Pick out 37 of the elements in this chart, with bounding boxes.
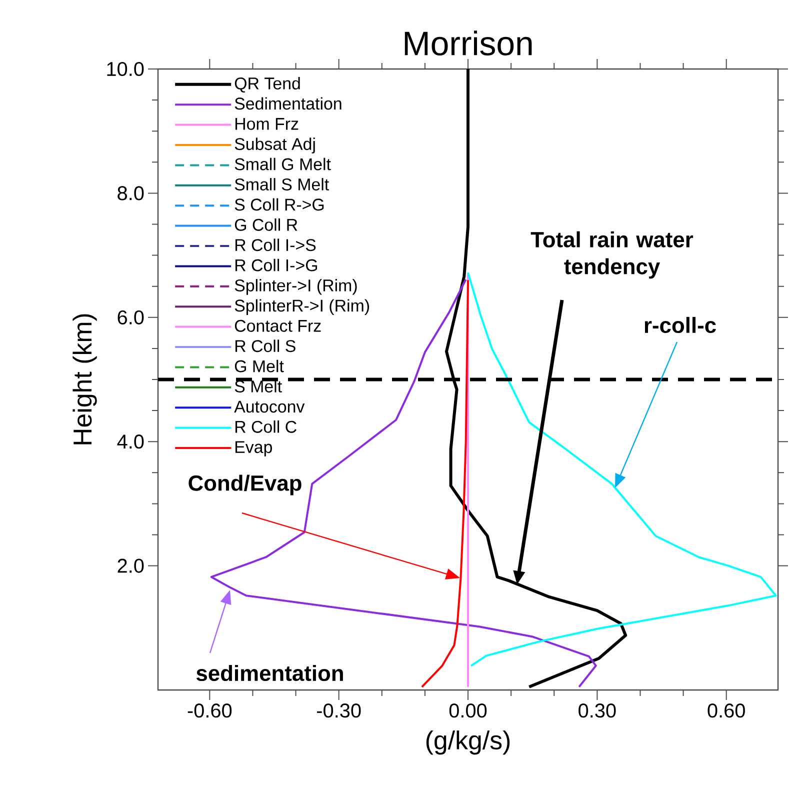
legend-label: Splinter->I (Rim) (234, 279, 357, 295)
x-axis-title: (g/kg/s) (426, 730, 510, 755)
y-axis-title: Height (km) (72, 314, 97, 444)
legend-label: R Coll C (235, 420, 296, 433)
y-tick-label: 8.0 (118, 186, 144, 200)
legend-label: Hom Frz (235, 118, 298, 130)
x-tick-label: 0.30 (578, 704, 616, 718)
annotation: sedimentation (196, 664, 343, 682)
legend-label: G Melt (234, 360, 284, 372)
legend-label: Autoconv (234, 400, 305, 413)
line-series (420, 279, 470, 688)
annotation: r-coll-c (644, 316, 716, 334)
legend-label: Subsat Adj (234, 138, 315, 154)
annotation: Total rain water tendency (530, 231, 694, 279)
y-tick-label: 10.0 (107, 62, 144, 76)
legend-label: G Coll R (234, 218, 298, 231)
legend-label: S Melt (234, 380, 282, 392)
x-tick-label: 0.60 (708, 704, 745, 718)
legend-label: Evap (235, 441, 272, 456)
legend-label: R Coll I->S (235, 238, 316, 252)
y-tick-label: 2.0 (118, 558, 144, 573)
legend-label: S Coll R->G (234, 198, 324, 211)
legend-label: R Coll S (235, 340, 296, 352)
legend-label: Contact Frz (234, 320, 321, 332)
chart-title: Morrison (404, 30, 532, 56)
legend-label: Sedimentation (234, 97, 342, 110)
annotation: Cond/Evap (188, 474, 302, 496)
x-tick-label: 0.00 (449, 704, 487, 718)
y-tick-label: 6.0 (118, 310, 144, 324)
legend-label: Small G Melt (234, 158, 331, 170)
legend-label: QR Tend (234, 77, 300, 92)
legend-label: R Coll I->G (235, 258, 318, 272)
x-tick-label: -0.60 (188, 704, 232, 718)
x-tick-label: -0.30 (317, 704, 361, 718)
legend-label: SplinterR->I (Rim) (234, 299, 369, 316)
y-tick-label: 4.0 (117, 434, 144, 449)
legend-label: Small S Melt (234, 178, 329, 190)
